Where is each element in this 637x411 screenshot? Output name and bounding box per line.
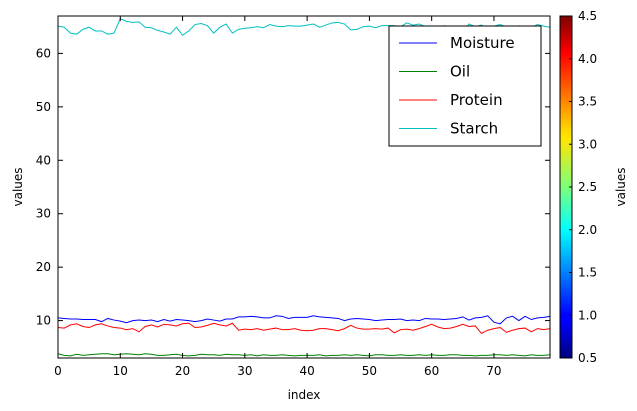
colorbar-tick-label: 2.5 [578,180,597,194]
series-line-protein [57,322,551,335]
legend-label-protein: Protein [450,91,503,109]
colorbar-tick-label: 0.5 [578,351,597,365]
series-line-moisture [57,315,551,325]
x-tick-label: 70 [486,364,501,378]
y-tick-label: 40 [36,153,51,167]
x-tick-label: 40 [299,364,314,378]
colorbar-label: values [614,167,628,206]
plot-area: 0 10 20 30 40 50 60 70 10 20 30 40 50 60 index values [11,15,551,402]
colorbar-tick-label: 3.0 [578,137,597,151]
colorbar-tick-label: 4.0 [578,52,597,66]
y-tick-label: 60 [36,46,51,60]
legend-label-oil: Oil [450,63,470,81]
y-tick-label: 30 [36,207,51,221]
y-tick-label: 10 [36,314,51,328]
x-tick-label: 50 [362,364,377,378]
x-tick-label: 20 [175,364,190,378]
plot-frame [57,15,551,359]
colorbar-tick-label: 1.0 [578,308,597,322]
legend-label-starch: Starch [450,120,498,138]
legend-box [388,25,542,147]
x-tick-label: 0 [54,364,62,378]
y-axis-label: values [11,167,25,206]
x-axis-label: index [288,388,321,402]
y-tick-label: 20 [36,260,51,274]
series-line-oil [57,353,551,357]
colorbar-tick-label: 2.0 [578,223,597,237]
series-line-starch [57,18,551,36]
x-tick-label: 60 [424,364,439,378]
legend: Moisture Oil Protein Starch [388,25,542,147]
x-tick-label: 30 [237,364,252,378]
colorbar-tick-label: 3.5 [578,95,597,109]
y-tick-label: 50 [36,100,51,114]
colorbar-tick-label: 4.5 [578,9,597,23]
colorbar: 0.5 1.0 1.5 2.0 2.5 3.0 3.5 4.0 4.5 values [559,9,628,365]
legend-label-moisture: Moisture [450,34,515,52]
colorbar-tick-label: 1.5 [578,266,597,280]
x-tick-label: 10 [113,364,128,378]
